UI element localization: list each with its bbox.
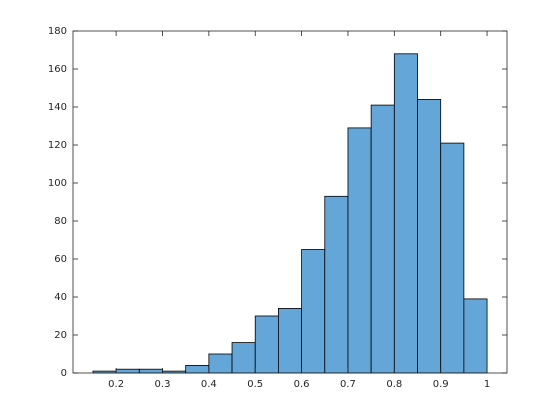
bar [185, 364, 210, 374]
y-tick-label: 120 [48, 140, 67, 151]
bar [463, 298, 488, 374]
y-tick-label: 60 [54, 254, 67, 265]
bar [254, 315, 279, 374]
y-tick-label: 100 [48, 178, 67, 189]
bar [138, 368, 163, 374]
bar [393, 53, 418, 374]
x-tick-label: 0.9 [433, 379, 449, 390]
bar [417, 99, 442, 374]
y-tick-label: 140 [48, 102, 67, 113]
x-tick-label: 0.6 [294, 379, 310, 390]
bar [278, 307, 302, 374]
y-tick-label: 0 [61, 368, 67, 379]
y-tick-label: 40 [54, 292, 67, 303]
bar [440, 142, 465, 374]
bar [301, 249, 326, 374]
bar [324, 195, 349, 374]
x-tick-label: 0.4 [201, 379, 217, 390]
bar [347, 127, 372, 374]
y-tick-label: 80 [54, 216, 67, 227]
y-tick-label: 180 [48, 26, 67, 37]
x-tick-label: 1 [484, 379, 490, 390]
x-tick-label: 0.3 [155, 379, 171, 390]
bar [115, 368, 140, 374]
bar [370, 104, 395, 374]
x-tick-label: 0.2 [108, 379, 124, 390]
axes-box [72, 30, 508, 374]
x-tick-label: 0.8 [386, 379, 402, 390]
bar [208, 353, 233, 374]
x-tick-label: 0.5 [247, 379, 263, 390]
x-tick-label: 0.7 [340, 379, 356, 390]
y-tick-label: 160 [48, 64, 67, 75]
y-tick-label: 20 [54, 330, 67, 341]
bar [231, 342, 256, 374]
